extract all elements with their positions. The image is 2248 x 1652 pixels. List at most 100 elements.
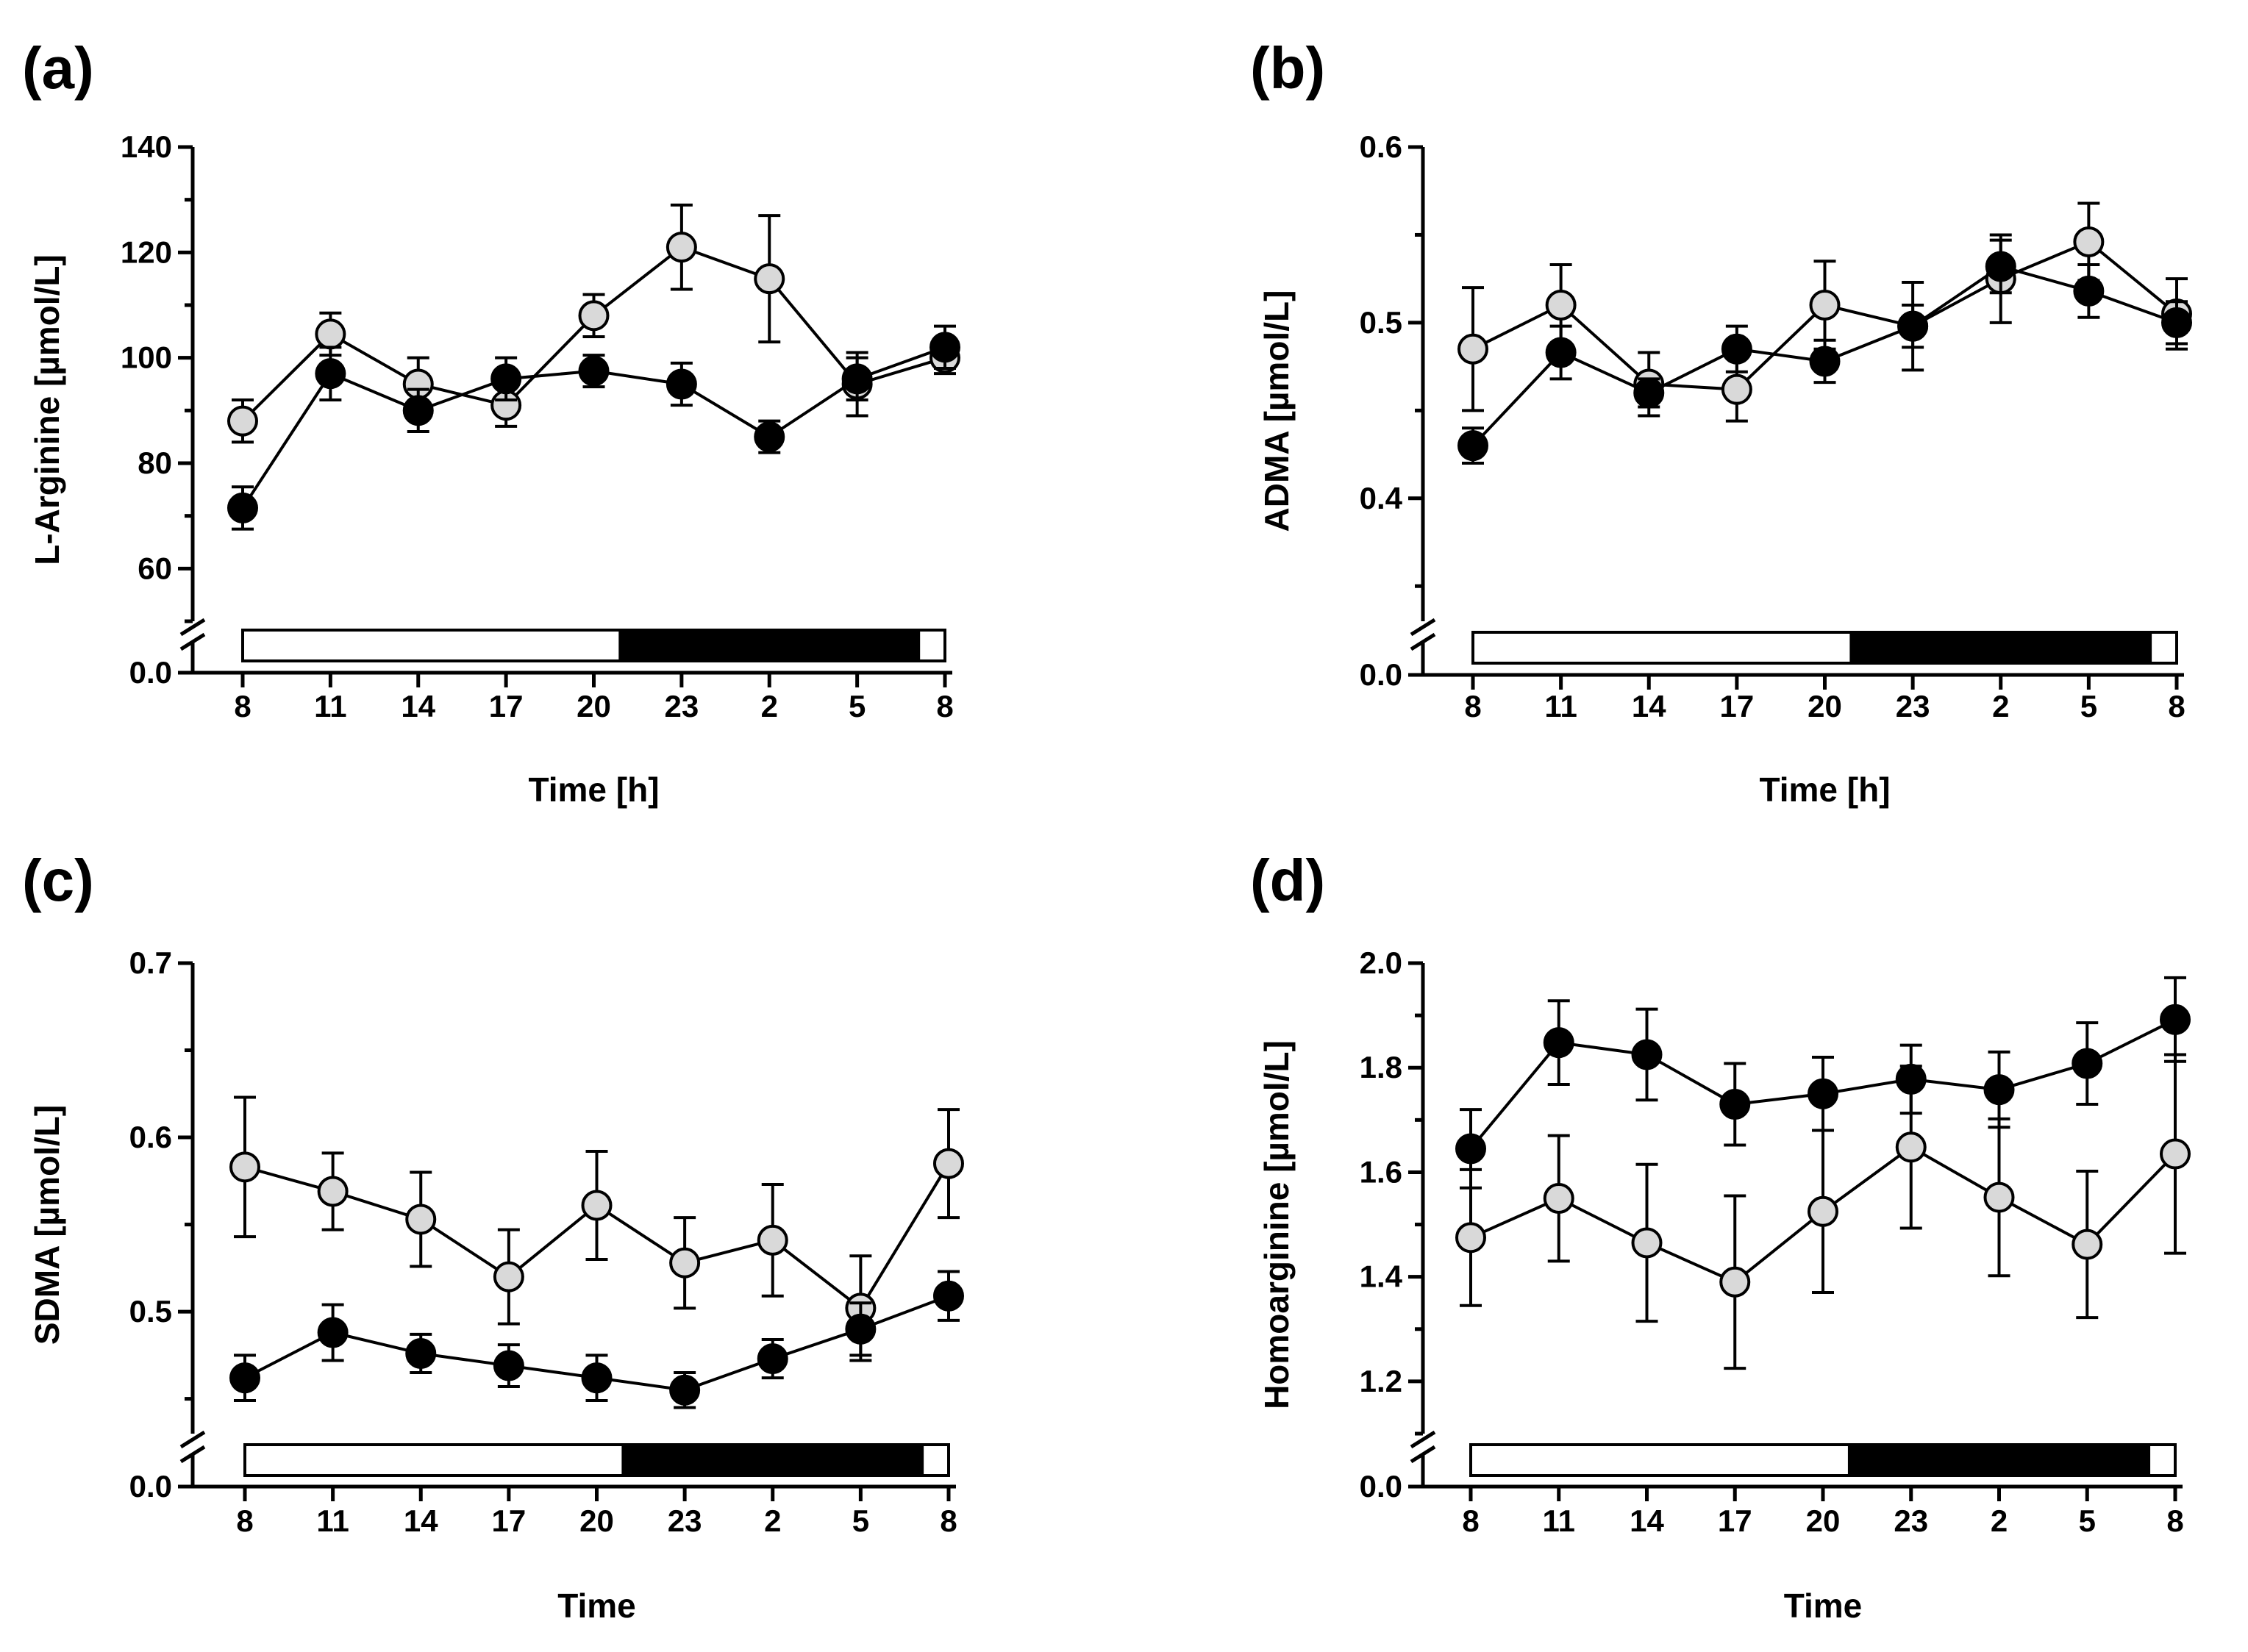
x-tick-label: 23 [1894, 1503, 1928, 1538]
y-tick-label: 120 [121, 235, 172, 269]
y-tick-label: 0.5 [1360, 305, 1402, 340]
data-point-dark [1631, 1039, 1663, 1070]
x-tick-label: 8 [940, 1503, 957, 1538]
data-point-dark [1721, 333, 1752, 365]
y-axis-break-mark [1410, 618, 1436, 637]
x-tick-label: 2 [1991, 1503, 2008, 1538]
x-tick-label: 8 [2168, 689, 2185, 723]
panel-label-b: (b) [1250, 35, 1325, 101]
x-tick-label: 23 [665, 689, 699, 723]
data-point-dark [933, 1280, 964, 1312]
panel-c: (c) 0.5 0.6 0.7 0.0 8 11 14 17 20 23 2 5 8 Time SDMA [… [22, 848, 964, 1625]
x-tick-label: 8 [234, 689, 251, 723]
data-point-dark [227, 492, 258, 523]
y-tick-label: 100 [121, 340, 172, 375]
data-point-light [1809, 290, 1841, 321]
x-tick-label: 14 [1632, 689, 1666, 723]
data-point-dark [669, 1374, 701, 1406]
x-tick-label: 8 [2166, 1503, 2183, 1538]
x-tick-label: 20 [577, 689, 611, 723]
x-tick-label: 17 [492, 1503, 527, 1538]
x-tick-label: 8 [936, 689, 953, 723]
x-axis-title: Time [h] [528, 770, 659, 809]
data-point-dark [1457, 430, 1488, 462]
x-tick-label: 2 [1992, 689, 2009, 723]
data-point-light [666, 232, 697, 263]
data-point-light [493, 1261, 524, 1292]
series-light [229, 1095, 964, 1362]
data-point-dark [929, 332, 960, 363]
series-dark [227, 324, 960, 531]
y-axis-title: SDMA [µmol/L] [28, 1105, 66, 1345]
panel-a: (a) 60 80 100 120 140 0.0 8 11 14 17 20 23 2 5 8 Time [… [22, 35, 960, 809]
data-point-light [317, 1176, 349, 1207]
y-tick-label-zero: 0.0 [1360, 657, 1402, 692]
x-tick-label: 11 [1543, 1503, 1575, 1538]
y-tick-label: 0.5 [129, 1294, 172, 1329]
dark-phase-bar [621, 1443, 924, 1477]
data-point-dark [1809, 346, 1841, 377]
data-point-dark [2073, 275, 2105, 307]
data-point-light [1455, 1222, 1486, 1254]
panel-label-a: (a) [22, 35, 94, 101]
panel-label-c: (c) [22, 848, 94, 913]
x-tick-label: 17 [1718, 1503, 1752, 1538]
data-point-light [757, 1224, 788, 1256]
x-axis-title: Time [557, 1587, 636, 1625]
x-tick-label: 8 [236, 1503, 253, 1538]
panel-label-d: (d) [1250, 848, 1325, 913]
series-light [227, 203, 960, 444]
data-point-dark [490, 363, 522, 395]
data-point-dark [1897, 310, 1929, 342]
data-point-light [933, 1148, 964, 1179]
y-tick-label-zero: 0.0 [129, 655, 172, 690]
data-point-dark [1633, 377, 1665, 409]
y-tick-label: 1.6 [1360, 1154, 1402, 1189]
x-tick-label: 8 [1462, 1503, 1479, 1538]
y-tick-label: 1.4 [1360, 1259, 1403, 1294]
data-point-light [1719, 1266, 1751, 1298]
data-point-light [2160, 1138, 2191, 1170]
panel-b: (b) 0.4 0.5 0.6 0.0 8 11 14 17 20 23 2 5 8 Time [h] AD… [1250, 35, 2192, 809]
data-point-light [315, 318, 346, 350]
data-point-dark [405, 1337, 437, 1369]
series-light [1455, 1053, 2191, 1370]
data-point-dark [581, 1362, 613, 1394]
data-point-dark [1808, 1078, 1838, 1109]
data-point-light [227, 405, 258, 437]
data-point-light [754, 263, 785, 295]
y-tick-label: 0.6 [1360, 129, 1402, 164]
x-tick-label: 23 [1896, 689, 1930, 723]
x-tick-label: 14 [404, 1503, 438, 1538]
data-point-dark [1983, 1074, 2015, 1106]
data-point-light [1895, 1131, 1927, 1163]
y-tick-label: 1.8 [1360, 1050, 1402, 1084]
data-point-dark [317, 1317, 349, 1348]
x-tick-label: 11 [1544, 689, 1577, 723]
series-dark [1457, 238, 2192, 465]
x-tick-label: 20 [579, 1503, 614, 1538]
data-point-light [2073, 226, 2105, 257]
data-point-light [405, 1204, 437, 1235]
x-tick-label: 23 [668, 1503, 702, 1538]
y-axis-break-mark [1410, 1430, 1436, 1449]
x-axis-title: Time [1784, 1587, 1863, 1625]
data-point-light [1457, 333, 1488, 365]
x-tick-label: 11 [316, 1503, 349, 1538]
x-tick-label: 5 [2079, 1503, 2096, 1538]
data-point-light [581, 1190, 613, 1221]
data-point-dark [1455, 1133, 1486, 1165]
data-point-dark [1543, 1027, 1574, 1059]
x-tick-label: 5 [2080, 689, 2097, 723]
dark-phase-bar [1847, 1443, 2151, 1477]
y-tick-label: 60 [138, 551, 172, 585]
data-point-light [1631, 1227, 1663, 1259]
dark-phase-bar [1849, 631, 2152, 665]
y-tick-label: 0.4 [1360, 481, 1403, 515]
data-point-dark [2161, 307, 2192, 338]
data-point-dark [1719, 1089, 1751, 1120]
x-tick-label: 5 [849, 689, 866, 723]
data-point-dark [1895, 1063, 1927, 1095]
y-axis-break-mark [179, 1430, 206, 1449]
data-point-dark [578, 355, 610, 387]
